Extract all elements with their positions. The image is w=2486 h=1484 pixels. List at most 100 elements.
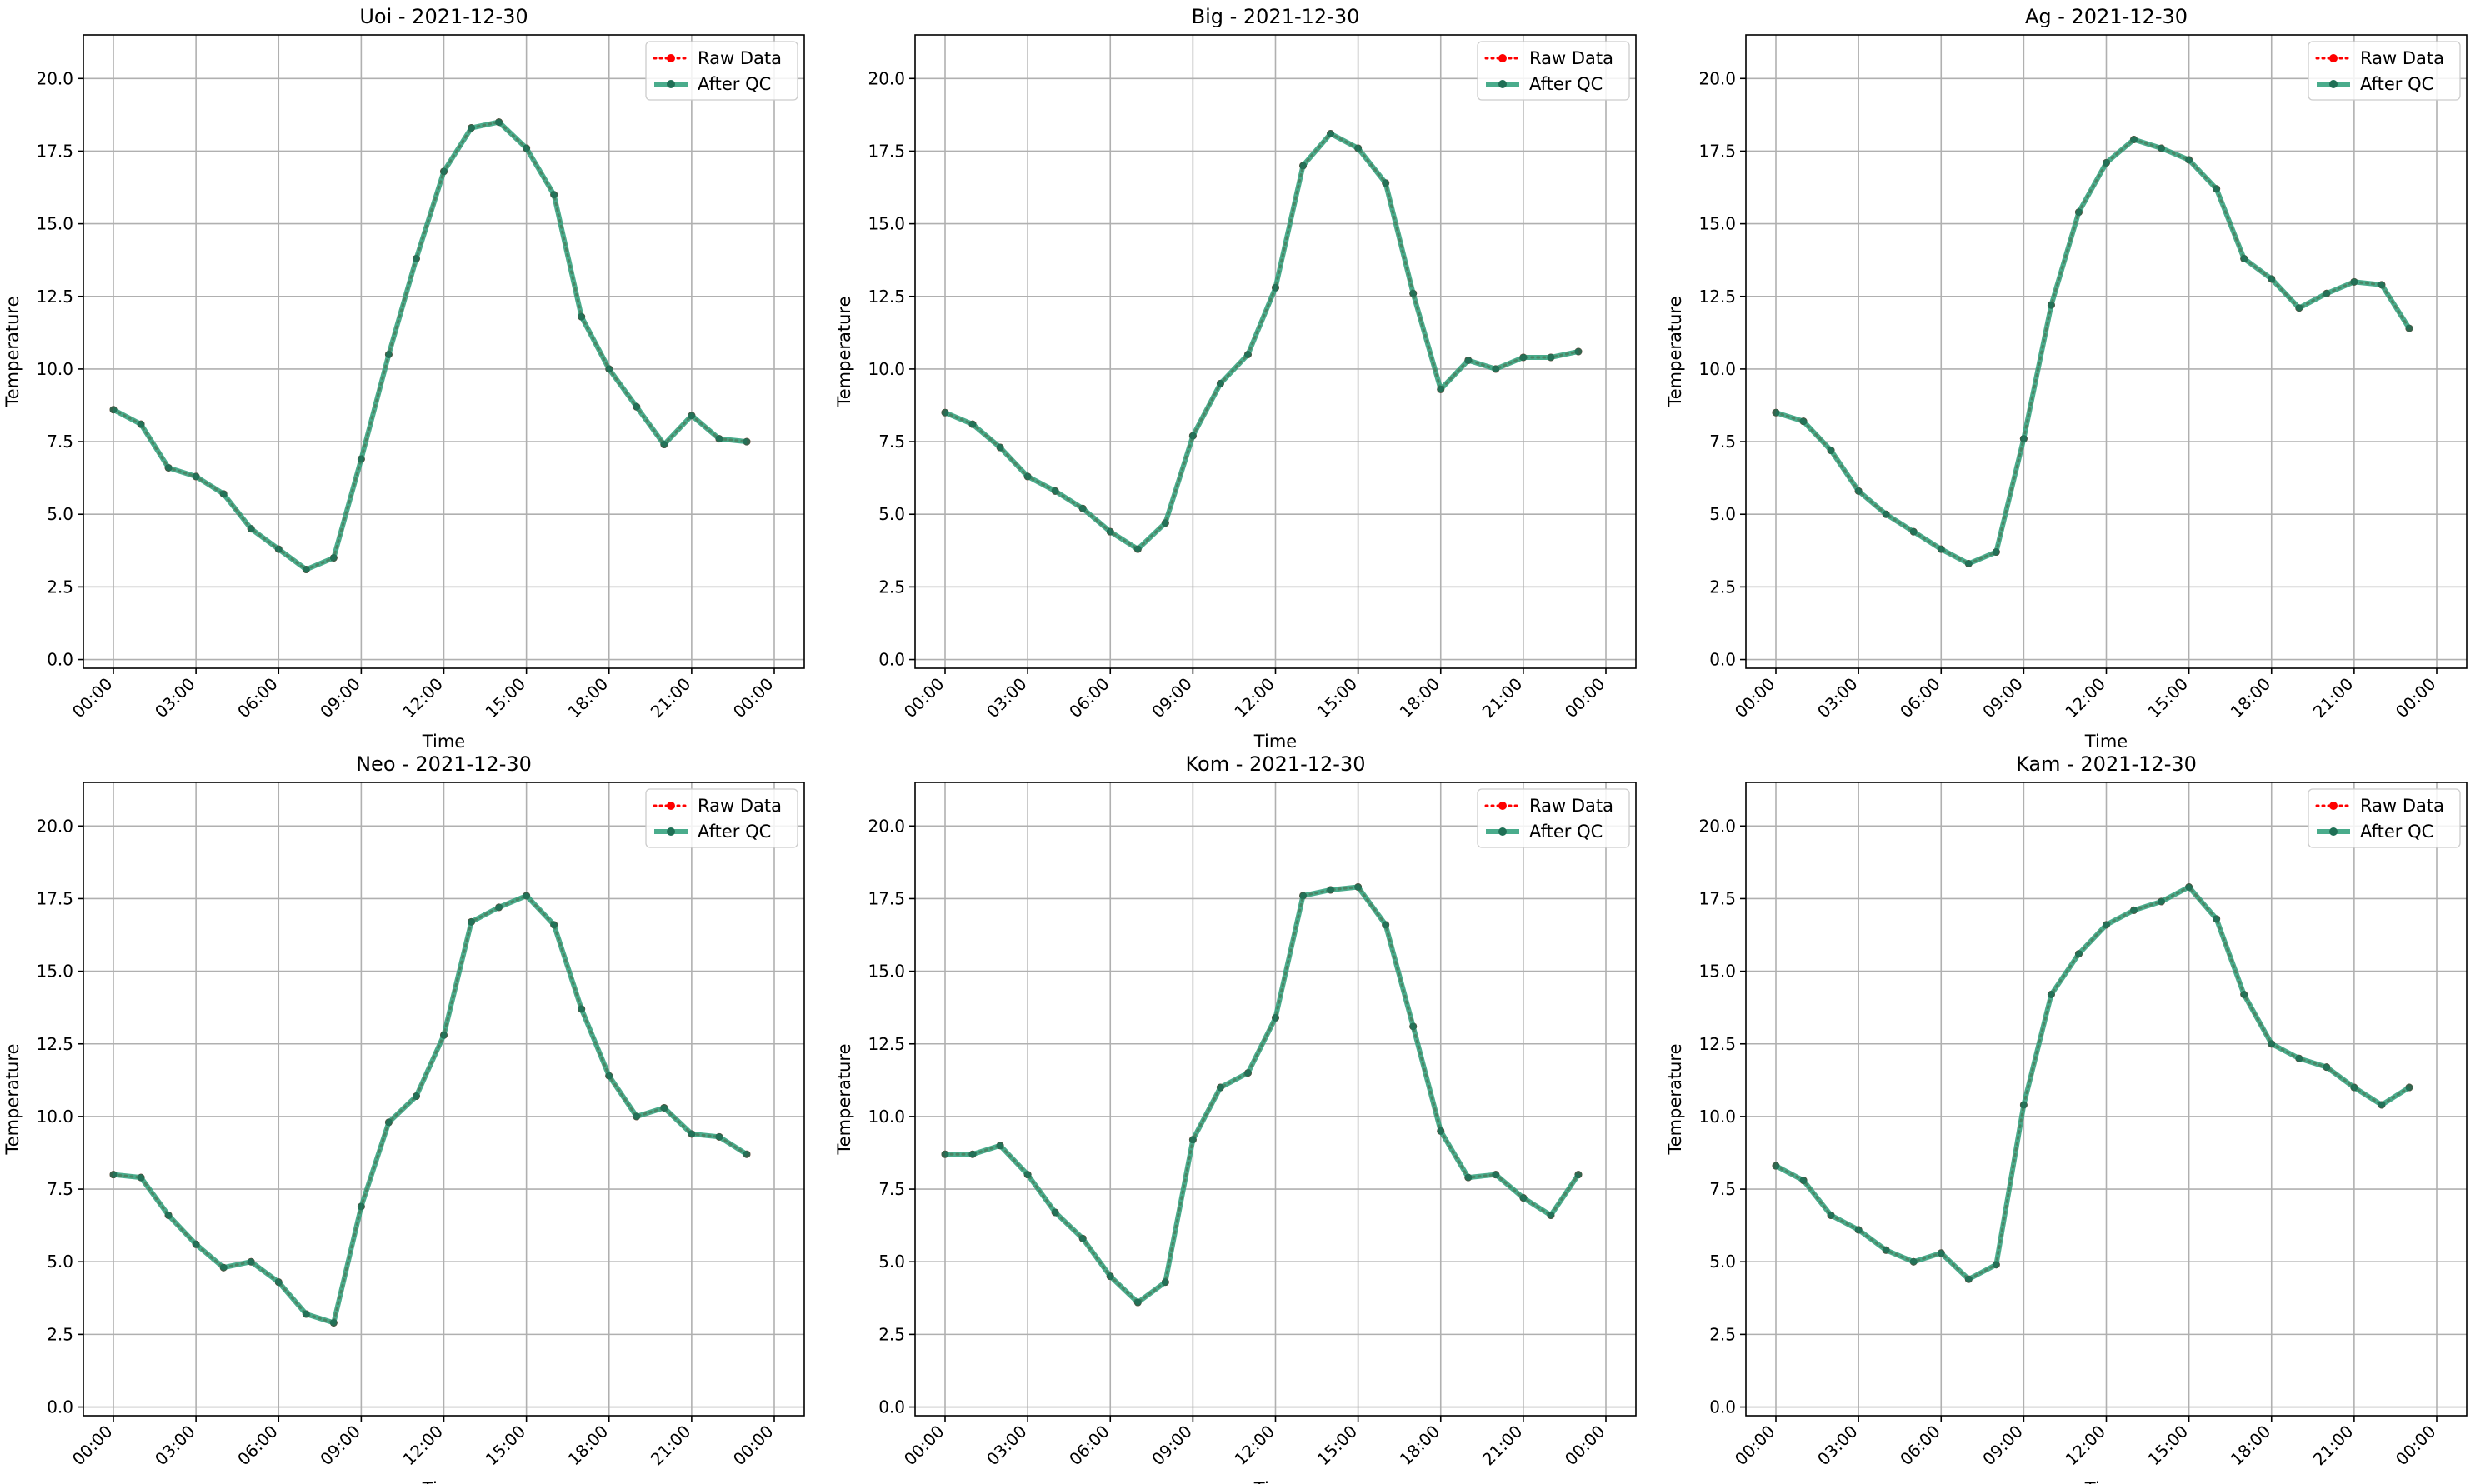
after-qc-point (219, 1263, 228, 1272)
x-tick-label: 09:00 (316, 674, 364, 722)
after-qc-point (2213, 185, 2221, 193)
x-tick-label: 06:00 (233, 1422, 282, 1470)
y-tick-label: 0.0 (1709, 650, 1736, 670)
after-qc-point (2240, 254, 2248, 262)
y-tick-label: 12.5 (1698, 1034, 1736, 1054)
after-qc-point (2378, 281, 2386, 289)
after-qc-point (1216, 379, 1224, 387)
x-tick-label: 00:00 (2392, 1422, 2440, 1470)
after-qc-point (1023, 472, 1032, 481)
x-tick-label: 03:00 (1813, 1422, 1862, 1470)
x-tick-label: 06:00 (1896, 674, 1944, 722)
after-qc-point (109, 1171, 118, 1179)
after-qc-point (1133, 545, 1142, 553)
after-qc-point (550, 921, 558, 929)
after-qc-point (1909, 527, 1918, 536)
y-tick-label: 17.5 (36, 888, 73, 908)
after-qc-point (715, 1132, 723, 1141)
after-qc-point (1106, 1272, 1114, 1281)
x-tick-label: 15:00 (2143, 674, 2192, 722)
after-qc-point (1547, 353, 1555, 362)
after-qc-point (2350, 1083, 2358, 1092)
x-tick-label: 18:00 (564, 674, 613, 722)
y-tick-label: 5.0 (878, 504, 905, 524)
x-tick-label: 12:00 (1230, 674, 1278, 722)
after-qc-line (113, 892, 748, 1326)
after-qc-point (633, 1112, 641, 1121)
after-qc-point (1772, 1162, 1780, 1170)
after-qc-point (1574, 347, 1583, 356)
y-axis-label: Temperature (1665, 296, 1685, 407)
after-qc-point (605, 365, 613, 373)
legend-qc-label: After QC (2360, 74, 2433, 94)
x-axis-label: Time (2084, 732, 2128, 752)
after-qc-point (274, 545, 283, 553)
after-qc-point (384, 350, 393, 358)
y-tick-label: 5.0 (47, 504, 73, 524)
after-qc-point (941, 408, 949, 417)
after-qc-point (1161, 1278, 1169, 1287)
after-qc-point (1272, 1013, 1279, 1022)
legend-qc-marker (1498, 827, 1507, 836)
after-qc-point (1216, 1083, 1224, 1092)
after-qc-point (274, 1278, 283, 1287)
x-tick-label: 21:00 (2309, 1422, 2358, 1470)
y-tick-label: 20.0 (36, 816, 73, 836)
y-tick-label: 0.0 (878, 1397, 905, 1417)
y-tick-label: 10.0 (1698, 1107, 1736, 1127)
y-tick-label: 12.5 (36, 287, 73, 307)
after-qc-point (2268, 275, 2276, 283)
series-after-qc (941, 883, 1583, 1307)
y-tick-label: 10.0 (36, 359, 73, 379)
y-tick-label: 7.5 (1709, 1179, 1736, 1199)
after-qc-point (1382, 179, 1390, 187)
series-after-qc (109, 118, 751, 573)
legend-qc-marker (667, 827, 675, 836)
y-axis-label: Temperature (3, 1043, 23, 1155)
subplot-neo: Neo - 2021-12-30 00:00 03:00 06:00 09:00 12:0… (3, 752, 805, 1484)
x-tick-label: 00:00 (68, 674, 117, 722)
after-qc-point (1937, 1249, 1945, 1257)
x-tick-label: 00:00 (1731, 1422, 1779, 1470)
after-qc-point (2350, 277, 2358, 286)
series-raw-data (941, 130, 1583, 553)
y-axis-label: Temperature (1665, 1043, 1685, 1155)
after-qc-point (1964, 559, 1973, 567)
after-qc-point (329, 554, 338, 562)
legend: Raw Data After QC (1477, 41, 1630, 101)
after-qc-line (1774, 884, 2411, 1282)
series-after-qc (1772, 136, 2413, 567)
x-tick-label: 00:00 (68, 1422, 117, 1470)
legend-raw-label: Raw Data (1529, 796, 1613, 816)
after-qc-point (412, 1092, 420, 1101)
grid (1746, 35, 2467, 668)
subplot-big: Big - 2021-12-30 00:00 03:00 06:00 09:00 12:0… (834, 5, 1637, 752)
after-qc-point (1937, 545, 1945, 553)
grid (83, 782, 804, 1416)
after-qc-point (1409, 1022, 1418, 1031)
legend-raw-marker (667, 802, 675, 810)
after-qc-point (1354, 144, 1363, 152)
after-qc-point (2158, 144, 2166, 152)
after-qc-point (137, 1173, 145, 1182)
after-qc-point (1243, 350, 1252, 358)
after-qc-point (1574, 1171, 1583, 1179)
y-tick-label: 15.0 (868, 962, 905, 982)
legend-qc-label: After QC (1529, 822, 1603, 842)
after-qc-point (1382, 921, 1390, 929)
y-tick-label: 2.5 (878, 1324, 905, 1344)
y-tick-label: 12.5 (36, 1034, 73, 1054)
after-qc-point (2047, 990, 2055, 998)
x-tick-label: 21:00 (647, 674, 695, 722)
after-qc-point (523, 144, 531, 152)
series-after-qc (1772, 883, 2413, 1283)
after-qc-point (302, 565, 310, 573)
after-qc-point (578, 1005, 586, 1013)
legend-raw-label: Raw Data (698, 48, 782, 68)
raw-data-line (943, 132, 1580, 551)
after-qc-point (164, 463, 173, 472)
after-qc-point (1051, 1208, 1059, 1217)
series-after-qc (109, 892, 751, 1327)
x-tick-label: 00:00 (729, 674, 778, 722)
